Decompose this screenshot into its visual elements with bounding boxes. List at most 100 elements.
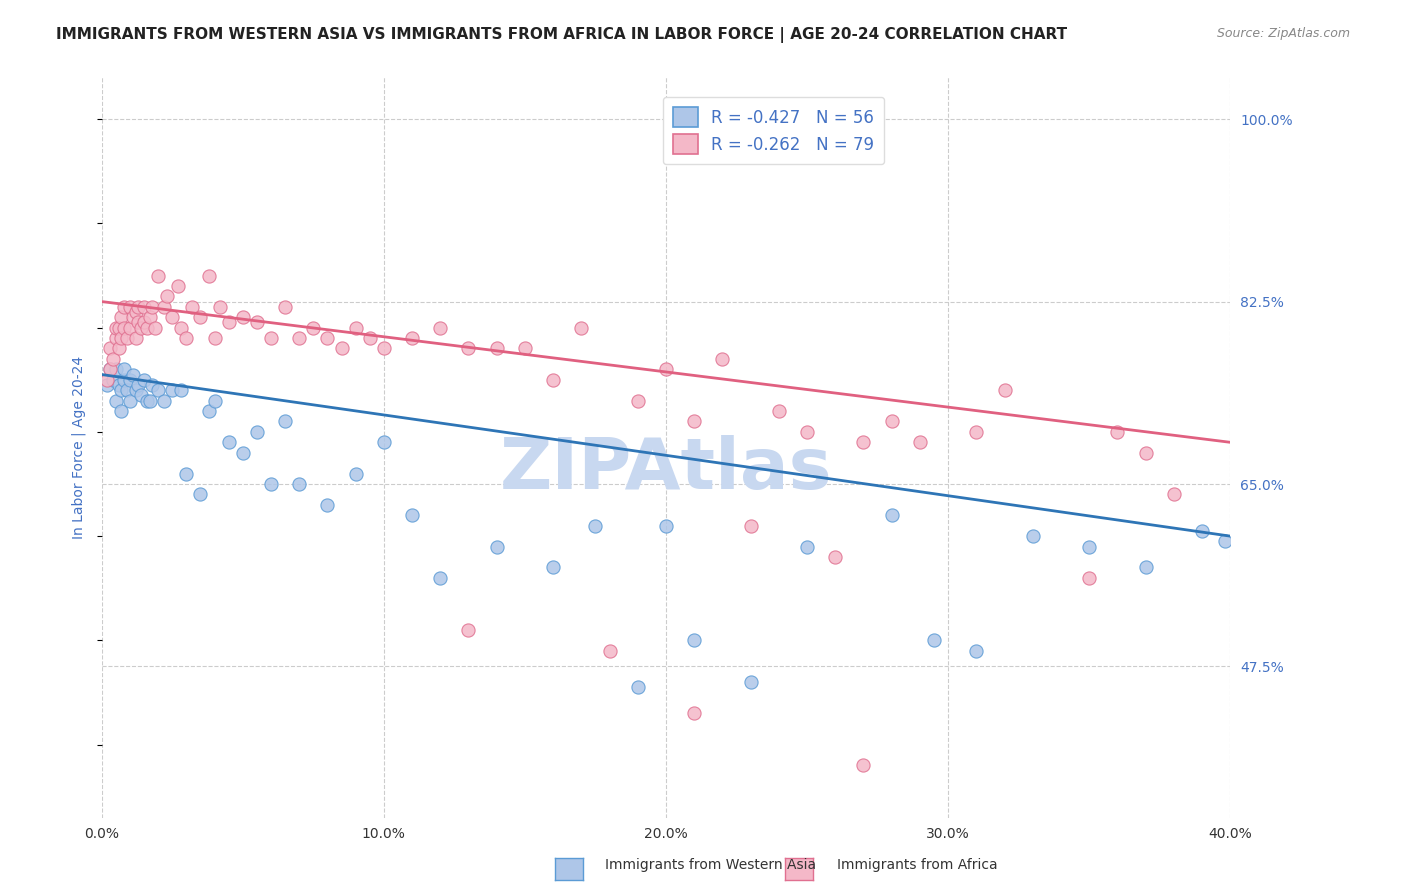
- Point: [218, 435, 240, 450]
- Point: [1022, 529, 1045, 543]
- Point: [118, 320, 141, 334]
- Point: [132, 373, 155, 387]
- Point: [181, 300, 204, 314]
- Point: [112, 362, 135, 376]
- Point: [260, 331, 283, 345]
- Point: [129, 388, 152, 402]
- Point: [121, 310, 143, 325]
- Point: [204, 393, 226, 408]
- Point: [683, 706, 706, 721]
- Y-axis label: In Labor Force | Age 20-24: In Labor Force | Age 20-24: [72, 356, 86, 539]
- Point: [740, 518, 762, 533]
- Point: [138, 393, 160, 408]
- Point: [98, 362, 121, 376]
- Point: [104, 320, 127, 334]
- Point: [115, 331, 138, 345]
- Point: [98, 342, 121, 356]
- Point: [132, 300, 155, 314]
- Point: [232, 446, 254, 460]
- Point: [1213, 534, 1236, 549]
- Point: [146, 268, 169, 283]
- Point: [513, 342, 536, 356]
- Point: [141, 300, 163, 314]
- Point: [373, 342, 395, 356]
- Point: [124, 331, 146, 345]
- Point: [112, 373, 135, 387]
- Point: [167, 279, 190, 293]
- Point: [162, 383, 184, 397]
- Point: [112, 320, 135, 334]
- Text: Source: ZipAtlas.com: Source: ZipAtlas.com: [1216, 27, 1350, 40]
- Point: [132, 315, 155, 329]
- Point: [107, 342, 129, 356]
- Point: [107, 320, 129, 334]
- Point: [118, 373, 141, 387]
- Point: [583, 518, 606, 533]
- Point: [101, 373, 124, 387]
- Point: [683, 414, 706, 428]
- Point: [569, 320, 592, 334]
- Point: [96, 373, 118, 387]
- Point: [880, 414, 903, 428]
- Point: [104, 331, 127, 345]
- Point: [190, 310, 212, 325]
- Point: [110, 331, 132, 345]
- Point: [599, 644, 621, 658]
- Point: [740, 675, 762, 690]
- Point: [129, 320, 152, 334]
- Point: [152, 300, 174, 314]
- Point: [429, 571, 451, 585]
- Point: [1078, 571, 1101, 585]
- Point: [316, 498, 339, 512]
- Point: [359, 331, 381, 345]
- Point: [541, 560, 564, 574]
- Point: [260, 477, 283, 491]
- Point: [124, 383, 146, 397]
- Point: [190, 487, 212, 501]
- Point: [344, 467, 367, 481]
- Point: [457, 342, 479, 356]
- Text: Immigrants from Africa: Immigrants from Africa: [837, 858, 997, 872]
- Point: [155, 289, 177, 303]
- Point: [796, 425, 818, 439]
- Point: [124, 305, 146, 319]
- Point: [711, 351, 734, 366]
- Point: [118, 300, 141, 314]
- Point: [880, 508, 903, 523]
- Point: [429, 320, 451, 334]
- Point: [683, 633, 706, 648]
- Point: [852, 435, 875, 450]
- Point: [112, 300, 135, 314]
- Point: [655, 518, 678, 533]
- Point: [232, 310, 254, 325]
- Point: [141, 378, 163, 392]
- Point: [138, 310, 160, 325]
- Point: [104, 362, 127, 376]
- Point: [246, 425, 269, 439]
- Point: [1135, 560, 1157, 574]
- Point: [274, 300, 297, 314]
- Text: ZIPAtlas: ZIPAtlas: [499, 435, 832, 504]
- Point: [302, 320, 325, 334]
- Point: [965, 425, 987, 439]
- Point: [993, 383, 1015, 397]
- Point: [373, 435, 395, 450]
- Point: [198, 404, 221, 418]
- Point: [401, 331, 423, 345]
- Point: [457, 623, 479, 637]
- Point: [118, 393, 141, 408]
- Point: [110, 310, 132, 325]
- Point: [824, 549, 846, 564]
- Point: [135, 393, 157, 408]
- Point: [170, 320, 193, 334]
- Point: [96, 378, 118, 392]
- Point: [107, 378, 129, 392]
- Point: [110, 383, 132, 397]
- Point: [218, 315, 240, 329]
- Point: [344, 320, 367, 334]
- Point: [1107, 425, 1129, 439]
- Point: [170, 383, 193, 397]
- Point: [1078, 540, 1101, 554]
- Point: [246, 315, 269, 329]
- Point: [152, 393, 174, 408]
